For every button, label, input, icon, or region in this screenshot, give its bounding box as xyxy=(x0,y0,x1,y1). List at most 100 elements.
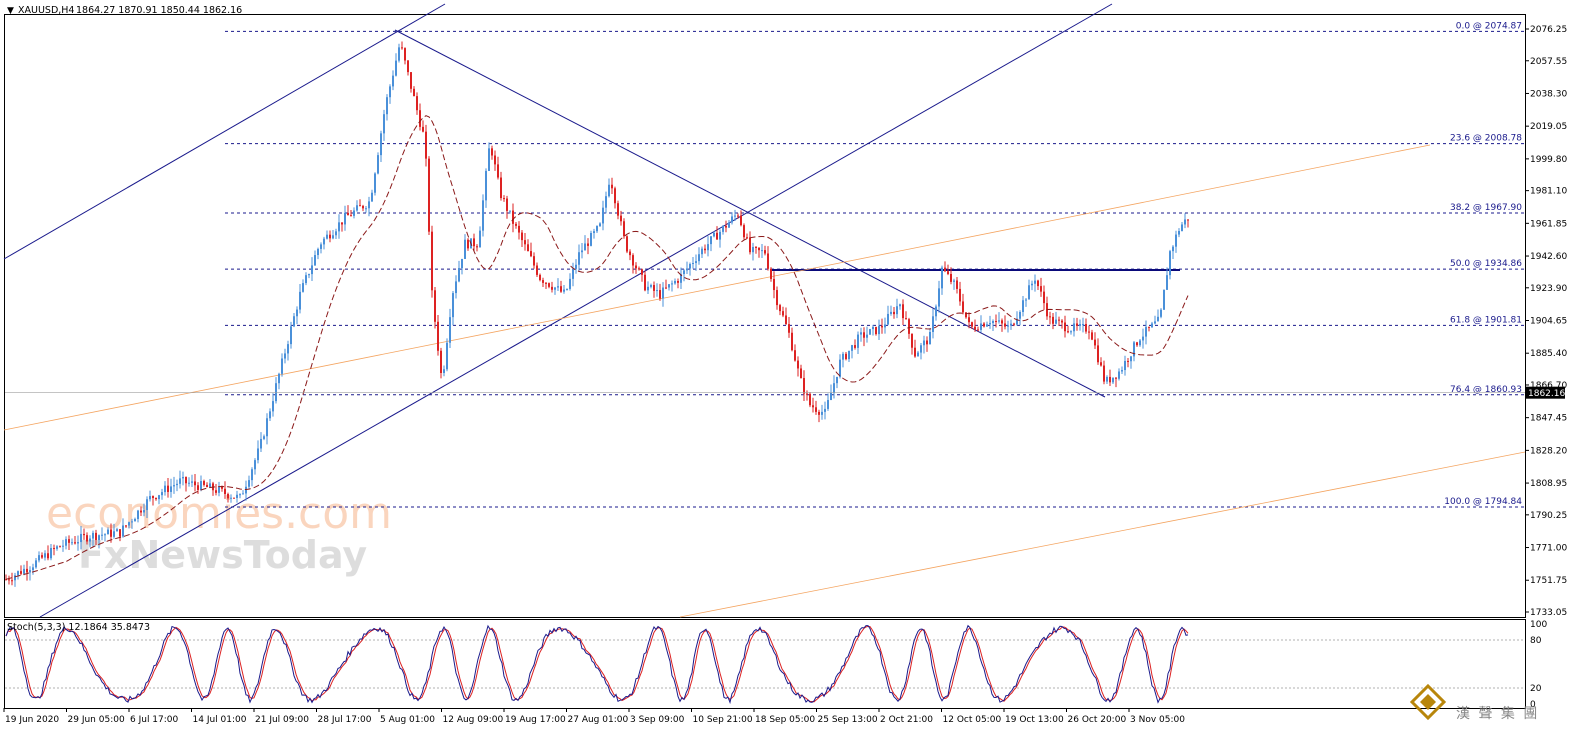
bull-candle-body xyxy=(62,545,64,547)
bull-candle-body xyxy=(1118,371,1120,379)
bear-candle-body xyxy=(329,234,331,239)
bear-candle-body xyxy=(806,393,808,395)
bear-candle-body xyxy=(914,347,916,357)
time-tick-label: 27 Aug 01:00 xyxy=(568,715,629,725)
bear-candle-body xyxy=(902,304,904,319)
bear-candle-body xyxy=(974,326,976,330)
bull-candle-body xyxy=(1178,230,1180,235)
bull-candle-body xyxy=(464,239,466,259)
bear-candle-body xyxy=(776,290,778,306)
bull-candle-body xyxy=(878,326,880,335)
bull-candle-body xyxy=(728,222,730,228)
bear-candle-body xyxy=(1037,280,1039,287)
bear-candle-body xyxy=(1061,320,1063,323)
bear-candle-body xyxy=(587,243,589,246)
bear-candle-body xyxy=(155,498,157,500)
bull-candle-body xyxy=(284,353,286,359)
bear-candle-body xyxy=(467,239,469,249)
bull-candle-body xyxy=(572,268,574,279)
bull-candle-body xyxy=(689,264,691,269)
bear-candle-body xyxy=(167,485,169,492)
bull-candle-body xyxy=(17,571,19,576)
bull-candle-body xyxy=(566,288,568,290)
bull-candle-body xyxy=(344,212,346,225)
bear-candle-body xyxy=(962,301,964,313)
bear-candle-body xyxy=(809,393,811,406)
bear-candle-body xyxy=(614,188,616,204)
time-tick-label: 19 Oct 13:00 xyxy=(1005,715,1064,725)
bull-candle-body xyxy=(245,486,247,494)
bull-candle-body xyxy=(275,383,277,402)
bull-candle-body xyxy=(395,60,397,76)
bear-candle-body xyxy=(341,222,343,225)
bear-candle-body xyxy=(758,247,760,251)
bear-candle-body xyxy=(185,476,187,484)
bear-candle-body xyxy=(53,548,55,550)
bull-candle-body xyxy=(650,285,652,287)
bull-candle-body xyxy=(1130,356,1132,362)
bull-candle-body xyxy=(1124,360,1126,371)
bear-candle-body xyxy=(401,47,403,49)
bear-candle-body xyxy=(950,273,952,282)
brand-logo: 漢 聲 集 團 xyxy=(1409,683,1539,722)
bear-candle-body xyxy=(626,236,628,252)
bear-candle-body xyxy=(893,311,895,315)
bull-candle-body xyxy=(176,483,178,486)
bull-candle-body xyxy=(104,534,106,536)
bull-candle-body xyxy=(692,262,694,265)
bear-candle-body xyxy=(422,126,424,132)
time-tick-label: 12 Oct 05:00 xyxy=(943,715,1002,725)
bear-candle-body xyxy=(746,237,748,239)
bull-candle-body xyxy=(317,248,319,256)
orange-trendline-lower xyxy=(679,451,1526,618)
bear-candle-body xyxy=(977,329,979,331)
current-price-label: 1862.16 xyxy=(1528,389,1565,399)
bear-candle-body xyxy=(437,321,439,351)
bear-candle-body xyxy=(800,368,802,379)
fib-level-label: 61.8 @ 1901.81 xyxy=(1450,315,1522,325)
price-axis: 2076.25 2057.55 2038.30 2019.05 1999.80 1981.… xyxy=(5,25,1567,618)
time-tick-label: 6 Jul 17:00 xyxy=(130,715,179,725)
bull-candle-body xyxy=(830,392,832,401)
bear-candle-body xyxy=(971,322,973,327)
bull-candle-body xyxy=(986,324,988,327)
price-tick-label: 1999.80 xyxy=(1530,155,1567,165)
dropdown-arrow-icon[interactable]: ▼ xyxy=(7,6,14,16)
bear-candle-body xyxy=(926,340,928,345)
bear-candle-body xyxy=(737,215,739,217)
bear-candle-body xyxy=(1058,319,1060,321)
price-tick-label: 2019.05 xyxy=(1530,122,1567,132)
bull-candle-body xyxy=(479,230,481,248)
bull-candle-body xyxy=(866,334,868,338)
bull-candle-body xyxy=(1151,323,1153,328)
bull-candle-body xyxy=(674,280,676,284)
brand-text: 漢 聲 集 團 xyxy=(1456,705,1539,722)
time-tick-label: 21 Jul 09:00 xyxy=(255,715,309,725)
bear-candle-body xyxy=(215,490,217,493)
bear-candle-body xyxy=(83,533,85,536)
bear-candle-body xyxy=(812,405,814,408)
bear-candle-body xyxy=(362,205,364,209)
bear-candle-body xyxy=(110,529,112,537)
orange-trendline-upper xyxy=(3,144,1431,431)
bull-candle-body xyxy=(461,258,463,269)
bull-candle-body xyxy=(557,286,559,288)
time-tick-label: 26 Oct 20:00 xyxy=(1068,715,1127,725)
bull-candle-body xyxy=(254,460,256,470)
price-tick-label: 2038.30 xyxy=(1530,89,1567,99)
bear-candle-body xyxy=(641,269,643,275)
price-tick-label: 1981.10 xyxy=(1530,187,1567,197)
bull-candle-body xyxy=(872,326,874,330)
stochastic-oscillator: 100 80 20 0 xyxy=(5,620,1547,710)
stoch-level-label: 100 xyxy=(1530,620,1547,630)
bull-candle-body xyxy=(191,481,193,483)
bull-candle-body xyxy=(941,267,943,289)
bear-candle-body xyxy=(779,305,781,312)
bull-candle-body xyxy=(752,246,754,253)
bear-candle-body xyxy=(1064,322,1066,332)
bull-candle-body xyxy=(314,255,316,266)
bull-candle-body xyxy=(563,289,565,292)
bear-candle-body xyxy=(1088,331,1090,333)
